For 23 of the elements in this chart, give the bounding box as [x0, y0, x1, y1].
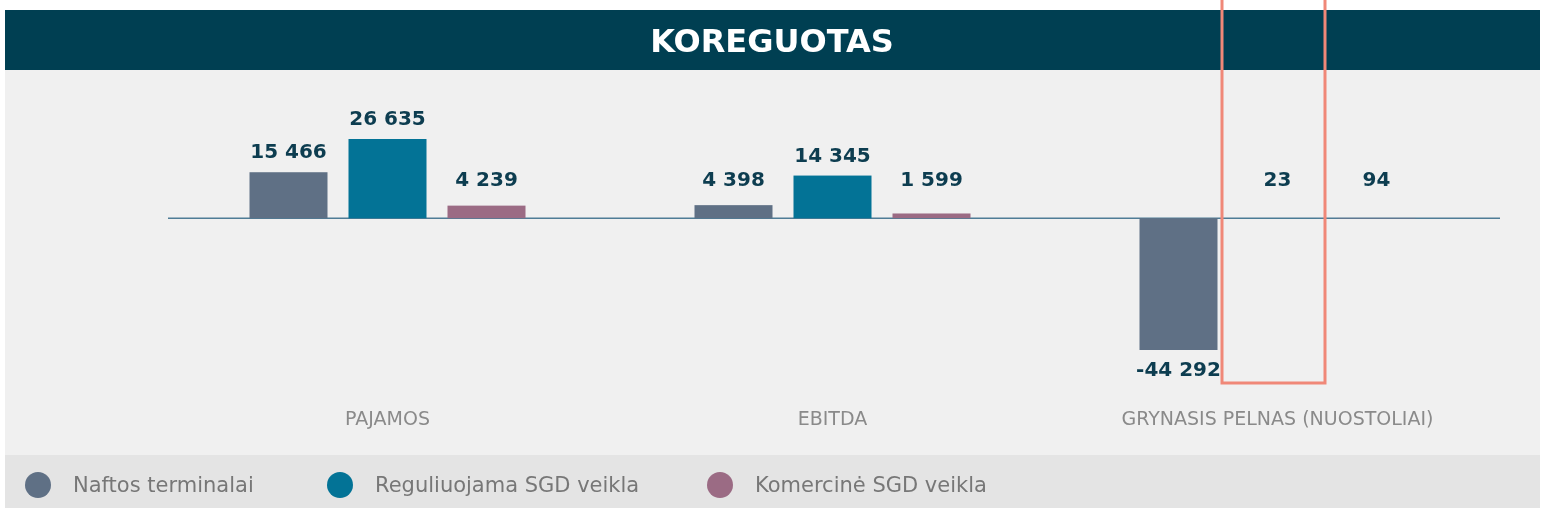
data-label: 94 [1362, 167, 1391, 192]
bar [447, 205, 526, 219]
data-label: -44 292 [1136, 357, 1221, 381]
bar [249, 172, 328, 219]
data-label: 1 599 [900, 167, 963, 192]
data-label: 4 239 [455, 167, 518, 192]
bar [793, 175, 872, 219]
x-tick-label: EBITDA [797, 407, 868, 429]
legend-label: Komercinė SGD veikla [755, 473, 987, 497]
data-label: 4 398 [702, 167, 765, 192]
chart-title: KOREGUOTAS [650, 22, 894, 60]
data-label: 23 [1263, 167, 1292, 192]
bar [694, 205, 773, 219]
x-tick-label: PAJAMOS [345, 407, 430, 429]
legend-label: Naftos terminalai [73, 473, 254, 497]
bar [348, 139, 427, 219]
data-label: 15 466 [250, 139, 327, 164]
bar [892, 213, 971, 219]
x-tick-label: GRYNASIS PELNAS (NUOSTOLIAI) [1121, 407, 1434, 429]
data-label: 26 635 [349, 106, 426, 130]
legend-label: Reguliuojama SGD veikla [375, 473, 640, 497]
bar [1139, 218, 1218, 350]
data-label: 14 345 [794, 142, 871, 167]
